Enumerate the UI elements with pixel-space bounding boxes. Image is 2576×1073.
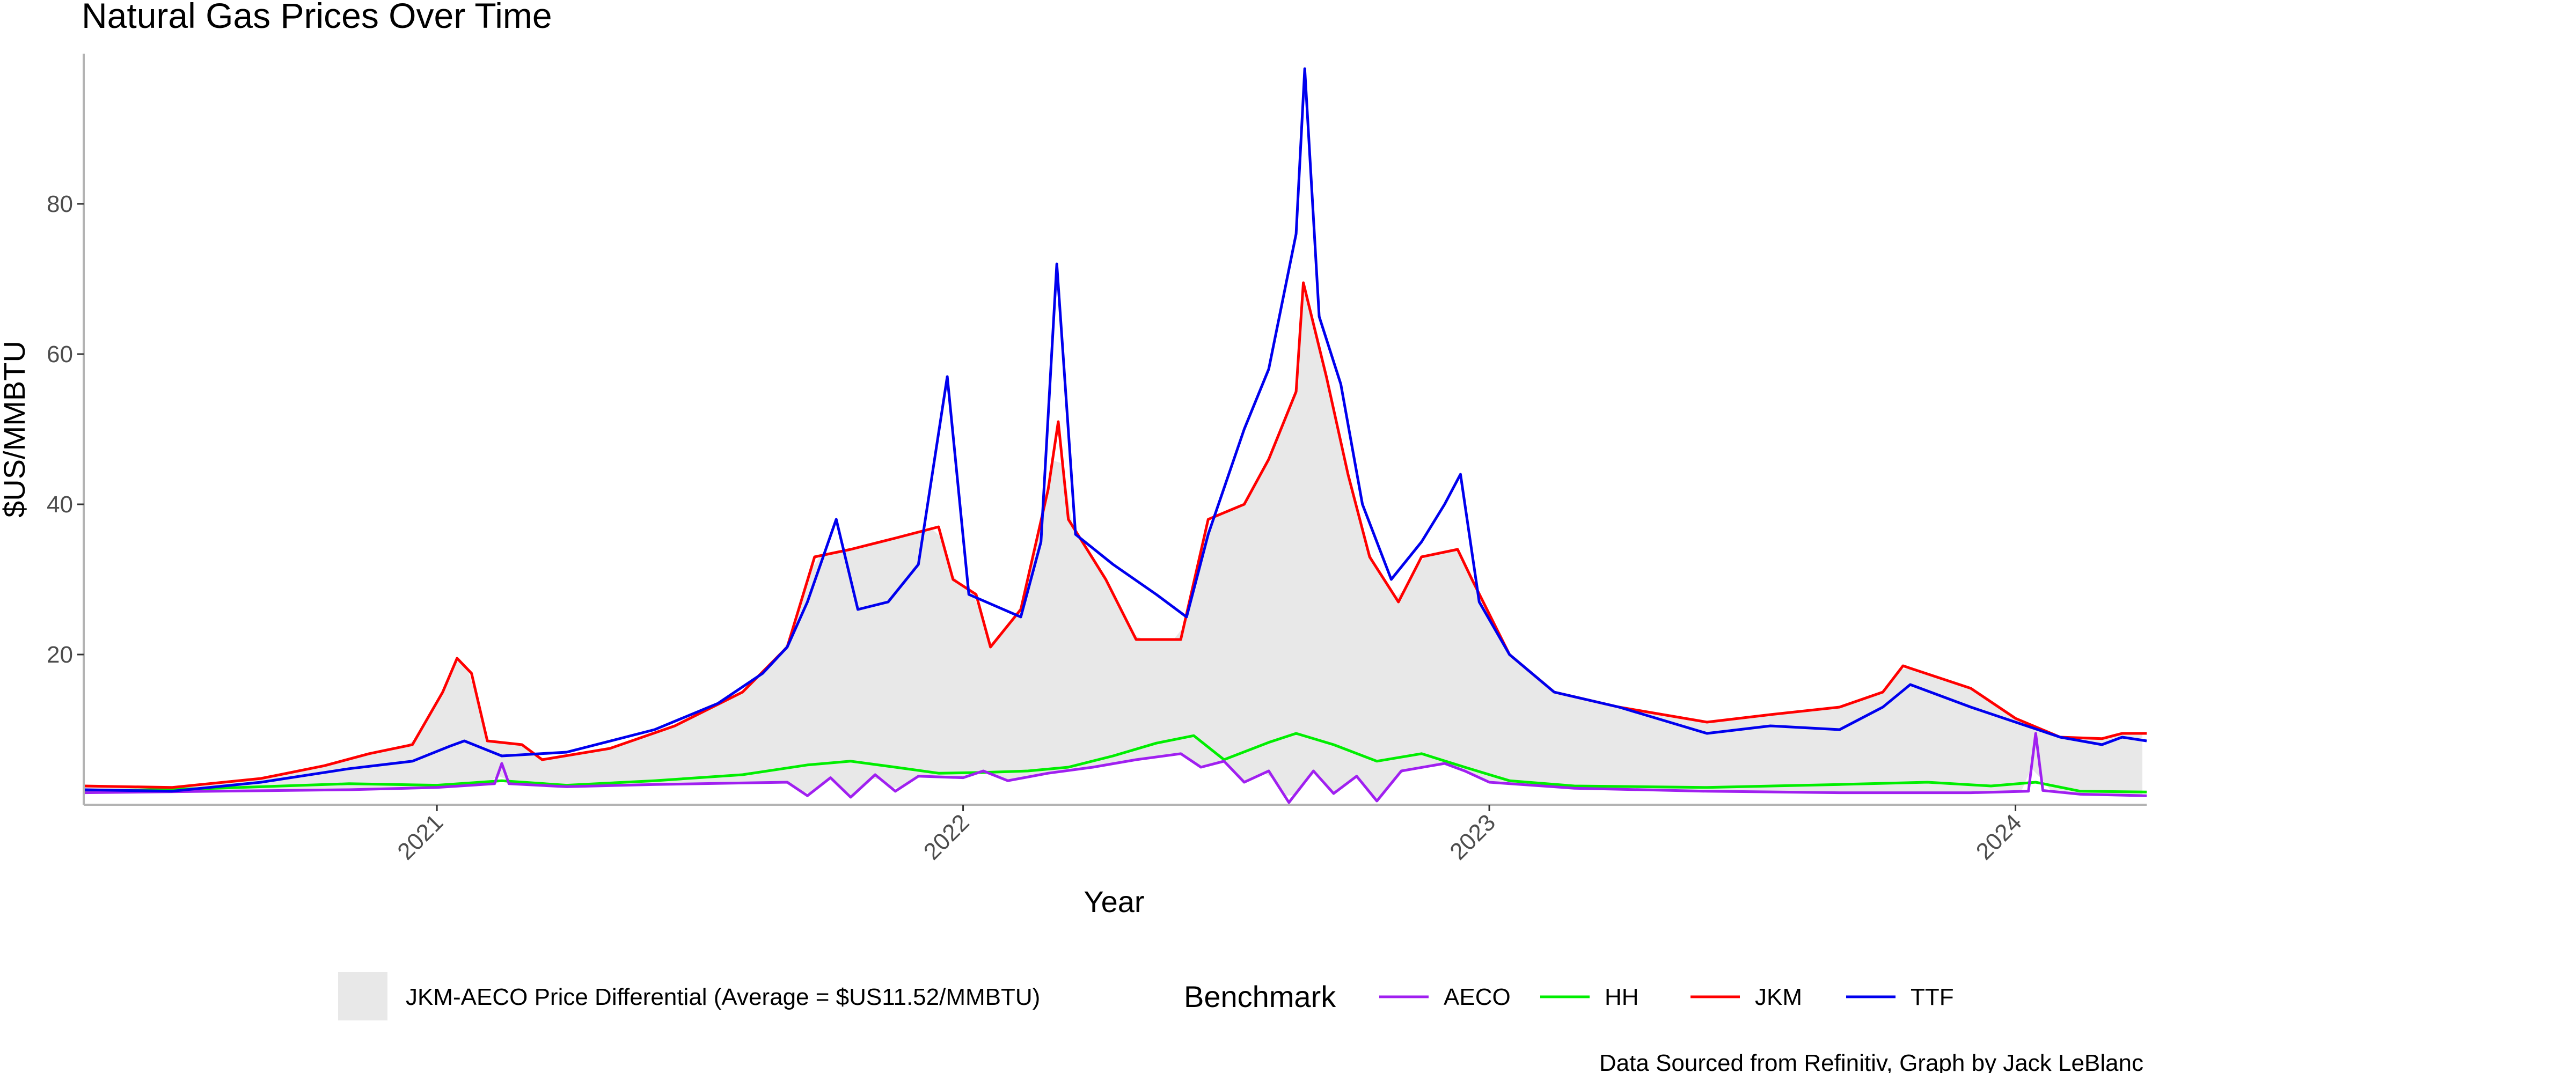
legend-label-aeco: AECO [1444,984,1511,1010]
x-axis-title: Year [1084,885,1144,918]
plot-area [83,67,2147,804]
chart-caption: Data Sourced from Refinitiv, Graph by Ja… [1599,1050,2143,1073]
legend-title: Benchmark [1184,980,1336,1013]
chart-title: Natural Gas Prices Over Time [82,0,552,35]
y-tick-label: 60 [47,341,73,368]
series-line-hh [83,732,2147,793]
legend: JKM-AECO Price Differential (Average = $… [338,972,1954,1020]
price-differential-ribbon [84,288,2142,799]
y-axis-title: $US/MMBTU [0,341,31,518]
ribbon-legend-swatch [338,972,387,1020]
series-line-jkm [83,281,2147,789]
y-axis-ticks: 20 40 60 80 [47,191,84,668]
legend-label-ttf: TTF [1911,984,1954,1010]
series-line-ttf [83,67,2147,793]
y-tick-label: 20 [47,642,73,668]
series-line-aeco [83,732,2147,804]
legend-label-jkm: JKM [1755,984,1802,1010]
ribbon-legend-label: JKM-AECO Price Differential (Average = $… [406,984,1040,1010]
legend-series-keys: AECO HH JKM TTF [1379,984,1954,1010]
y-tick-label: 80 [47,191,73,217]
legend-label-hh: HH [1605,984,1639,1010]
y-tick-label: 40 [47,491,73,518]
